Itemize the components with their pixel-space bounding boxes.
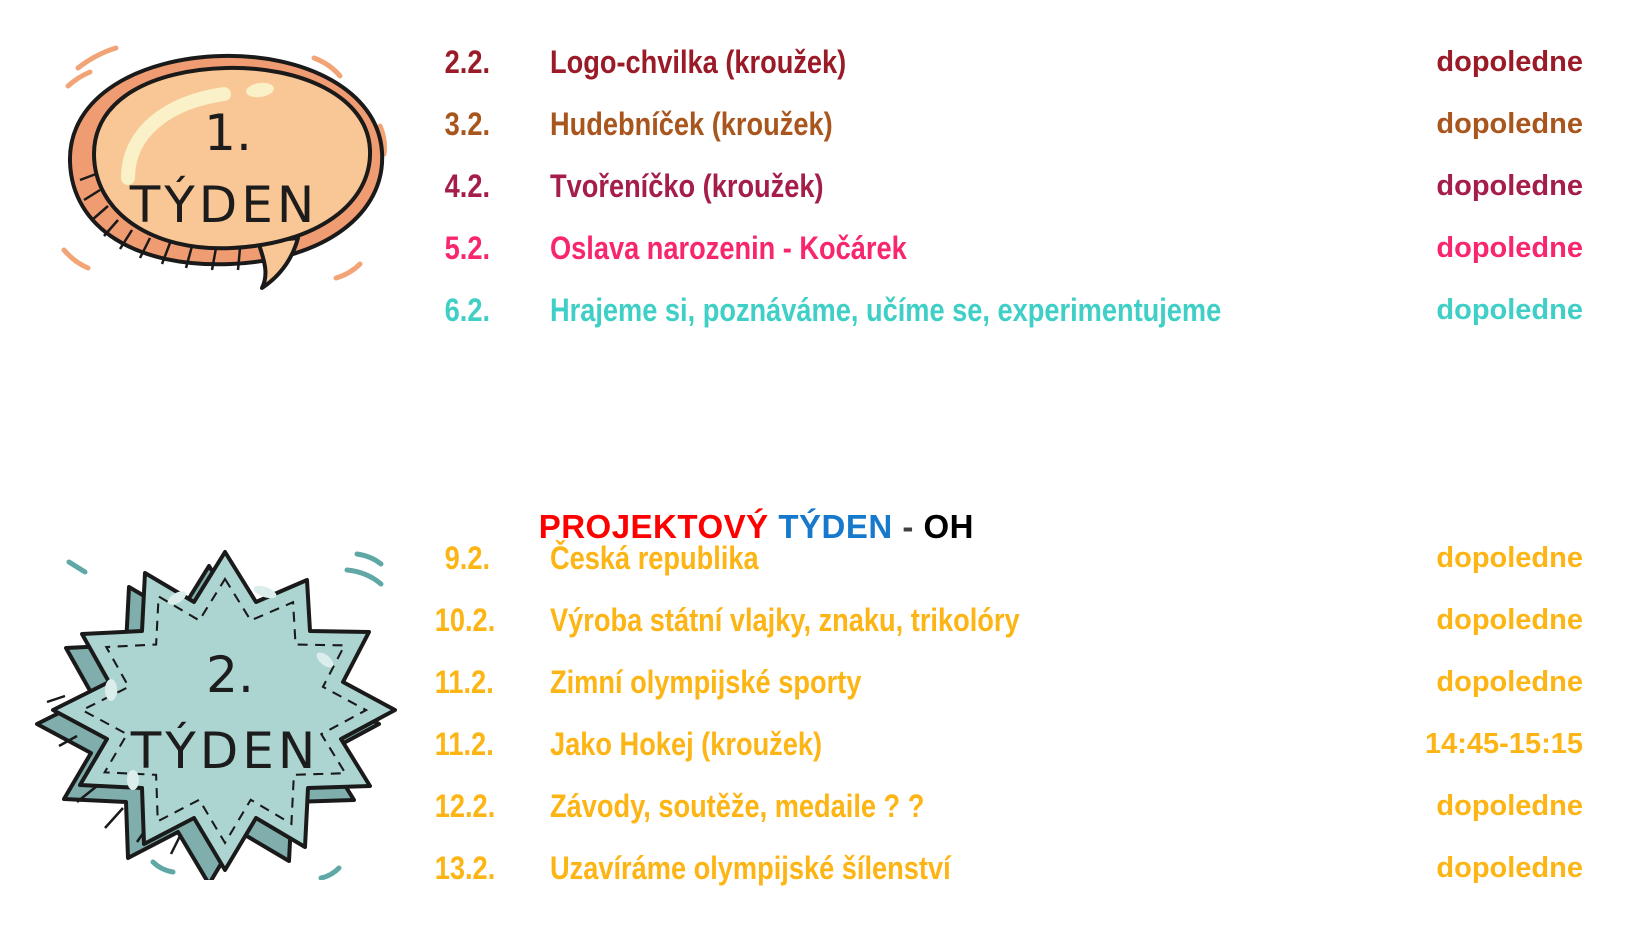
- date-cell: 2.2.: [444, 43, 490, 80]
- time-cell: dopoledne: [1436, 851, 1583, 884]
- date-cell: 5.2.: [444, 229, 490, 266]
- badge2-motion-dashes: [66, 551, 384, 880]
- week1-badge-label: TÝDEN: [129, 175, 319, 234]
- header-part: PROJEKTOVÝ: [538, 508, 779, 545]
- schedule-row: 13.2. Uzavíráme olympijské šílenství dop…: [425, 837, 1583, 899]
- schedule-row: 5.2. Oslava narozenin - Kočárek dopoledn…: [425, 217, 1583, 279]
- date-cell: 12.2.: [434, 787, 496, 824]
- schedule-row: 3.2. Hudebníček (kroužek) dopoledne: [425, 93, 1583, 155]
- badge1-highlight: [121, 87, 231, 185]
- badge2-highlights: [105, 585, 334, 790]
- activity-cell: Uzavíráme olympijské šílenství: [550, 849, 951, 886]
- badge2-star: [51, 550, 397, 872]
- activity-cell: Logo-chvilka (kroužek): [550, 43, 847, 80]
- date-cell: 11.2.: [434, 663, 494, 700]
- badge1-motion-dashes: [61, 45, 387, 281]
- activity-cell: Výroba státní vlajky, znaku, trikolóry: [550, 601, 1020, 638]
- header-part: OH: [923, 508, 974, 545]
- time-cell: dopoledne: [1436, 603, 1583, 636]
- week1-badge: 1. TÝDEN: [61, 45, 387, 290]
- schedule-row: 4.2. Tvořeníčko (kroužek) dopoledne: [425, 155, 1583, 217]
- date-cell: 11.2.: [434, 725, 494, 762]
- badge1-highlight-dot: [246, 82, 274, 98]
- time-cell: dopoledne: [1436, 293, 1583, 326]
- week1-schedule: 2.2. Logo-chvilka (kroužek) dopoledne 3.…: [425, 31, 1583, 341]
- activity-cell: Hudebníček (kroužek): [550, 105, 833, 142]
- time-cell: dopoledne: [1436, 169, 1583, 202]
- activity-cell: Jako Hokej (kroužek): [550, 725, 823, 762]
- date-cell: 9.2.: [444, 539, 490, 576]
- header-part: -: [892, 508, 924, 545]
- schedule-row: 11.2. Jako Hokej (kroužek) 14:45-15:15: [425, 713, 1583, 775]
- schedule-row: 11.2. Zimní olympijské sporty dopoledne: [425, 651, 1583, 713]
- activity-cell: Tvořeníčko (kroužek): [550, 167, 824, 204]
- week2-badge-label: TÝDEN: [130, 721, 320, 780]
- time-cell: 14:45-15:15: [1425, 727, 1583, 760]
- date-cell: 10.2.: [434, 601, 496, 638]
- week2-badge: 2. TÝDEN: [35, 550, 397, 880]
- time-cell: dopoledne: [1436, 665, 1583, 698]
- date-cell: 3.2.: [444, 105, 490, 142]
- time-cell: dopoledne: [1436, 45, 1583, 78]
- activity-cell: Oslava narozenin - Kočárek: [550, 229, 907, 266]
- badge1-tail: [256, 236, 300, 290]
- date-cell: 13.2.: [434, 849, 496, 886]
- badge1-hatching: [79, 172, 242, 271]
- time-cell: dopoledne: [1436, 789, 1583, 822]
- time-cell: dopoledne: [1436, 231, 1583, 264]
- schedule-row: 2.2. Logo-chvilka (kroužek) dopoledne: [425, 31, 1583, 93]
- date-cell: 6.2.: [444, 291, 490, 328]
- schedule-row: 6.2. Hrajeme si, poznáváme, učíme se, ex…: [425, 279, 1583, 341]
- activity-cell: Závody, soutěže, medaile ? ?: [550, 787, 925, 824]
- time-cell: dopoledne: [1436, 107, 1583, 140]
- schedule-row: 10.2. Výroba státní vlajky, znaku, triko…: [425, 589, 1583, 651]
- badge2-dashed-border: [79, 576, 369, 845]
- schedule-row: 9.2. Česká republika dopoledne: [425, 527, 1583, 589]
- header-part: TÝDEN: [778, 508, 893, 545]
- week2-schedule: 9.2. Česká republika dopoledne 10.2. Výr…: [425, 527, 1583, 899]
- week1-badge-number: 1.: [204, 104, 252, 162]
- date-cell: 4.2.: [444, 167, 490, 204]
- schedule-row: 12.2. Závody, soutěže, medaile ? ? dopol…: [425, 775, 1583, 837]
- activity-cell: Zimní olympijské sporty: [550, 663, 862, 700]
- project-week-header: PROJEKTOVÝ TÝDEN - OH: [500, 470, 974, 584]
- week2-badge-number: 2.: [206, 646, 254, 704]
- activity-cell: Česká republika: [550, 539, 759, 576]
- time-cell: dopoledne: [1436, 541, 1583, 574]
- activity-cell: Hrajeme si, poznáváme, učíme se, experim…: [550, 291, 1222, 328]
